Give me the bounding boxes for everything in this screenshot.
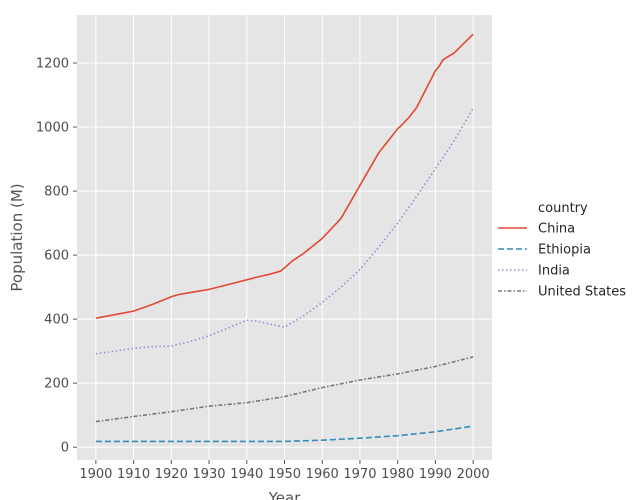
legend: country China Ethiopia India United States bbox=[498, 201, 626, 300]
x-tick-label: 1900 bbox=[79, 467, 112, 482]
series-lines bbox=[95, 33, 474, 443]
x-tick-label: 1950 bbox=[268, 467, 301, 482]
x-tick-label: 1940 bbox=[230, 467, 263, 482]
legend-label-ethiopia: Ethiopia bbox=[538, 243, 591, 258]
x-tick-label: 2000 bbox=[457, 467, 490, 482]
y-tick-label: 200 bbox=[44, 377, 69, 392]
x-tick-label: 1910 bbox=[117, 467, 150, 482]
x-tick-label: 1960 bbox=[306, 467, 339, 482]
x-axis-ticks: 1900 1910 1920 1930 1940 1950 1960 1970 1980 1990… bbox=[79, 460, 490, 482]
y-tick-label: 1000 bbox=[36, 121, 69, 136]
legend-title: country bbox=[538, 201, 588, 216]
x-tick-label: 1930 bbox=[192, 467, 225, 482]
y-tick-label: 600 bbox=[44, 249, 69, 264]
legend-label-china: China bbox=[538, 222, 575, 237]
series-line-india bbox=[95, 108, 474, 355]
legend-label-united-states: United States bbox=[538, 285, 626, 300]
legend-label-india: India bbox=[538, 264, 570, 279]
y-axis-ticks: 0 200 400 600 800 1000 1200 bbox=[36, 57, 77, 456]
y-tick-label: 400 bbox=[44, 313, 69, 328]
grid-lines bbox=[77, 15, 492, 460]
x-tick-label: 1980 bbox=[381, 467, 414, 482]
series-line-china bbox=[95, 33, 474, 319]
y-tick-label: 1200 bbox=[36, 57, 69, 72]
y-axis-title: Population (M) bbox=[8, 183, 26, 291]
x-axis-title: Year bbox=[268, 489, 302, 500]
x-tick-label: 1920 bbox=[155, 467, 188, 482]
series-line-united-states bbox=[95, 356, 474, 423]
x-tick-label: 1970 bbox=[343, 467, 376, 482]
x-tick-label: 1990 bbox=[419, 467, 452, 482]
y-tick-label: 0 bbox=[61, 441, 69, 456]
y-tick-label: 800 bbox=[44, 185, 69, 200]
